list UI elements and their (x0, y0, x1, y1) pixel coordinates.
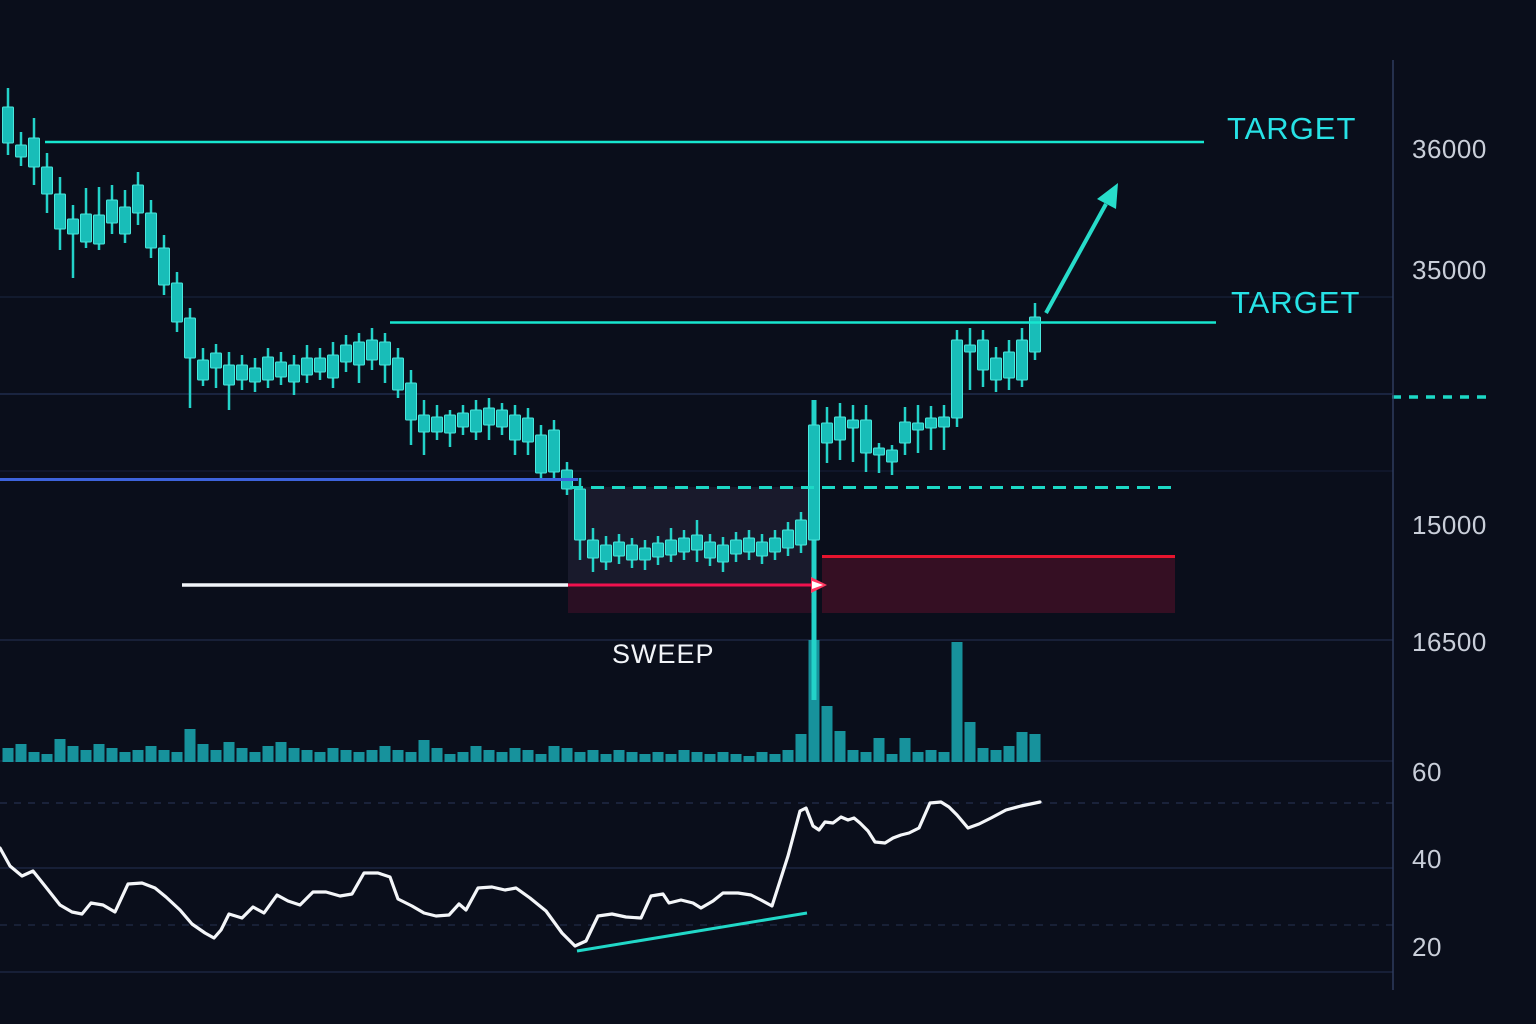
sweep-label: SWEEP (612, 639, 715, 669)
price-axis-label-35000[interactable]: 35000 (1412, 255, 1487, 285)
price-axis-label-15000[interactable]: 15000 (1412, 510, 1487, 540)
projection-arrow-shaft (1044, 203, 1108, 314)
indicator-axis-label-40[interactable]: 40 (1412, 844, 1442, 874)
oscillator-trendline (576, 911, 808, 953)
candles (2, 88, 1041, 700)
sweep-liquidity-zone (568, 585, 814, 613)
target-label-lower: TARGET (1231, 285, 1361, 320)
target-label-upper: TARGET (1227, 111, 1357, 146)
indicator-axis-label-60[interactable]: 60 (1412, 757, 1442, 787)
volume-bars (2, 640, 1041, 762)
projection-arrow-head (1097, 183, 1118, 209)
arrow-heads (811, 183, 1118, 593)
gridlines (0, 296, 1393, 973)
price-axis-label-36000[interactable]: 36000 (1412, 134, 1487, 164)
price-axis-label-16500[interactable]: 16500 (1412, 627, 1487, 657)
annotation-lines (0, 60, 1493, 990)
sweep-arrow-head-core (812, 581, 823, 589)
supply-zone (822, 556, 1175, 613)
indicator-axis-label-20[interactable]: 20 (1412, 932, 1442, 962)
oscillator-line (0, 800, 1042, 948)
